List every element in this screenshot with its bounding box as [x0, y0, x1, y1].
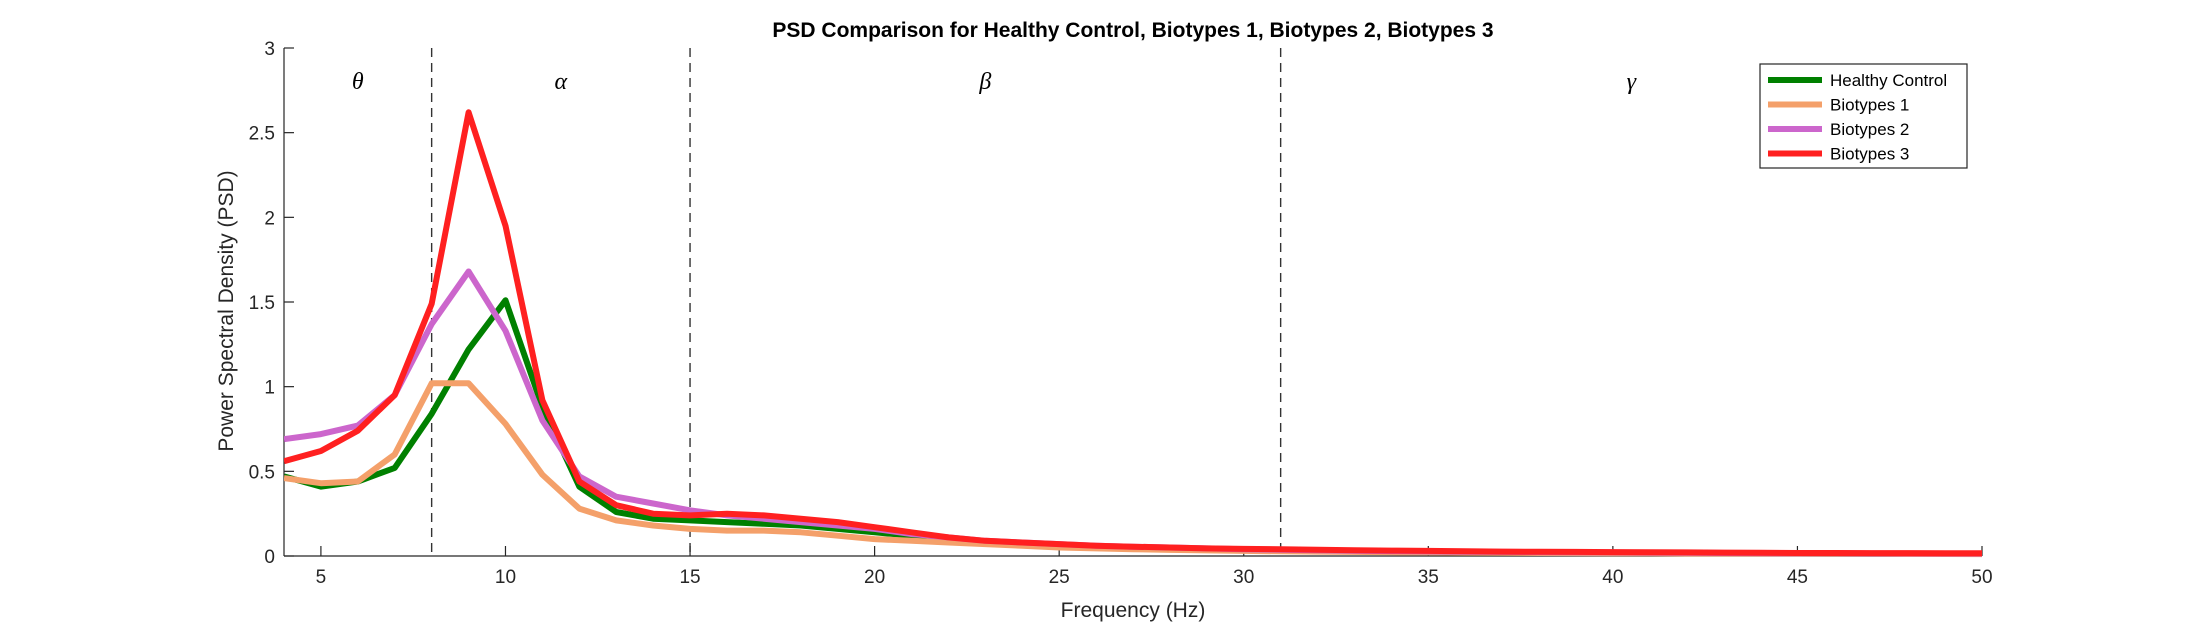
x-tick-label: 15 [679, 567, 700, 588]
x-axis-label: Frequency (Hz) [1061, 599, 1206, 622]
y-tick-label: 0.5 [249, 462, 275, 483]
legend-label: Healthy Control [1830, 71, 1947, 90]
band-label: β [978, 69, 991, 95]
plot-area: θ α β γ 5 10 15 20 25 30 35 40 45 50 0 0.5 1 1.5 2 2.5 3 Heal… [249, 39, 1993, 588]
legend-label: Biotypes 2 [1830, 120, 1909, 139]
band-label: γ [1627, 69, 1637, 95]
x-tick-label: 45 [1787, 567, 1808, 588]
band-label: θ [352, 69, 364, 95]
legend-label: Biotypes 3 [1830, 145, 1909, 164]
x-tick-label: 35 [1418, 567, 1439, 588]
chart-title: PSD Comparison for Healthy Control, Biot… [772, 19, 1493, 42]
x-tick-label: 5 [316, 567, 327, 588]
y-axis-label: Power Spectral Density (PSD) [215, 170, 238, 451]
y-tick-label: 1 [264, 378, 275, 399]
y-tick-label: 1.5 [249, 293, 275, 314]
x-tick-label: 20 [864, 567, 885, 588]
legend-label: Biotypes 1 [1830, 96, 1909, 115]
y-tick-label: 3 [264, 39, 275, 60]
x-tick-label: 25 [1049, 567, 1070, 588]
y-tick-label: 2.5 [249, 124, 275, 145]
plot-background [284, 48, 1982, 556]
y-tick-label: 2 [264, 208, 275, 229]
band-label: α [555, 69, 568, 95]
x-tick-label: 50 [1971, 567, 1992, 588]
x-tick-label: 40 [1602, 567, 1623, 588]
x-tick-label: 10 [495, 567, 516, 588]
series-line-biotypes-3 [284, 109, 1982, 557]
x-tick-label: 30 [1233, 567, 1254, 588]
y-tick-label: 0 [264, 547, 275, 568]
